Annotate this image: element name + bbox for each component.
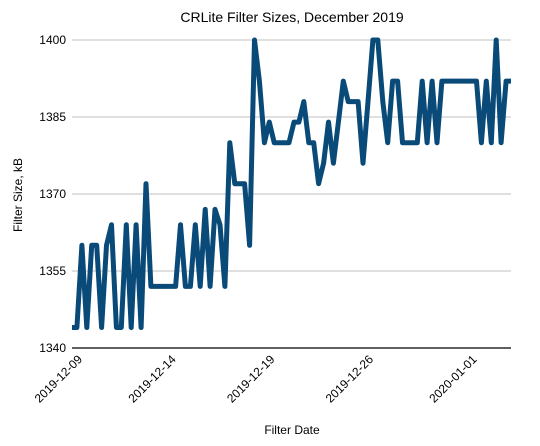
- x-tick-labels: 2019-12-09 2019-12-14 2019-12-19 2019-12-26…: [32, 352, 480, 406]
- x-tick-label: 2019-12-26: [323, 352, 377, 406]
- x-tick-label: 2019-12-19: [224, 352, 278, 406]
- y-tick-label: 1355: [39, 264, 66, 278]
- y-axis-label: Filter Size, kB: [11, 158, 25, 232]
- y-tick-label: 1400: [39, 33, 66, 47]
- x-tick-label: 2019-12-09: [32, 352, 86, 406]
- x-tick-label: 2020-01-01: [426, 352, 480, 406]
- y-tick-label: 1370: [39, 187, 66, 201]
- chart-title: CRLite Filter Sizes, December 2019: [180, 9, 404, 25]
- series-line: [72, 37, 511, 330]
- y-tick-labels: 1340 1355 1370 1385 1400: [39, 33, 66, 355]
- x-tick-label: 2019-12-14: [125, 352, 179, 406]
- x-axis-label: Filter Date: [264, 423, 320, 437]
- y-tick-label: 1340: [39, 341, 66, 355]
- y-tick-label: 1385: [39, 110, 66, 124]
